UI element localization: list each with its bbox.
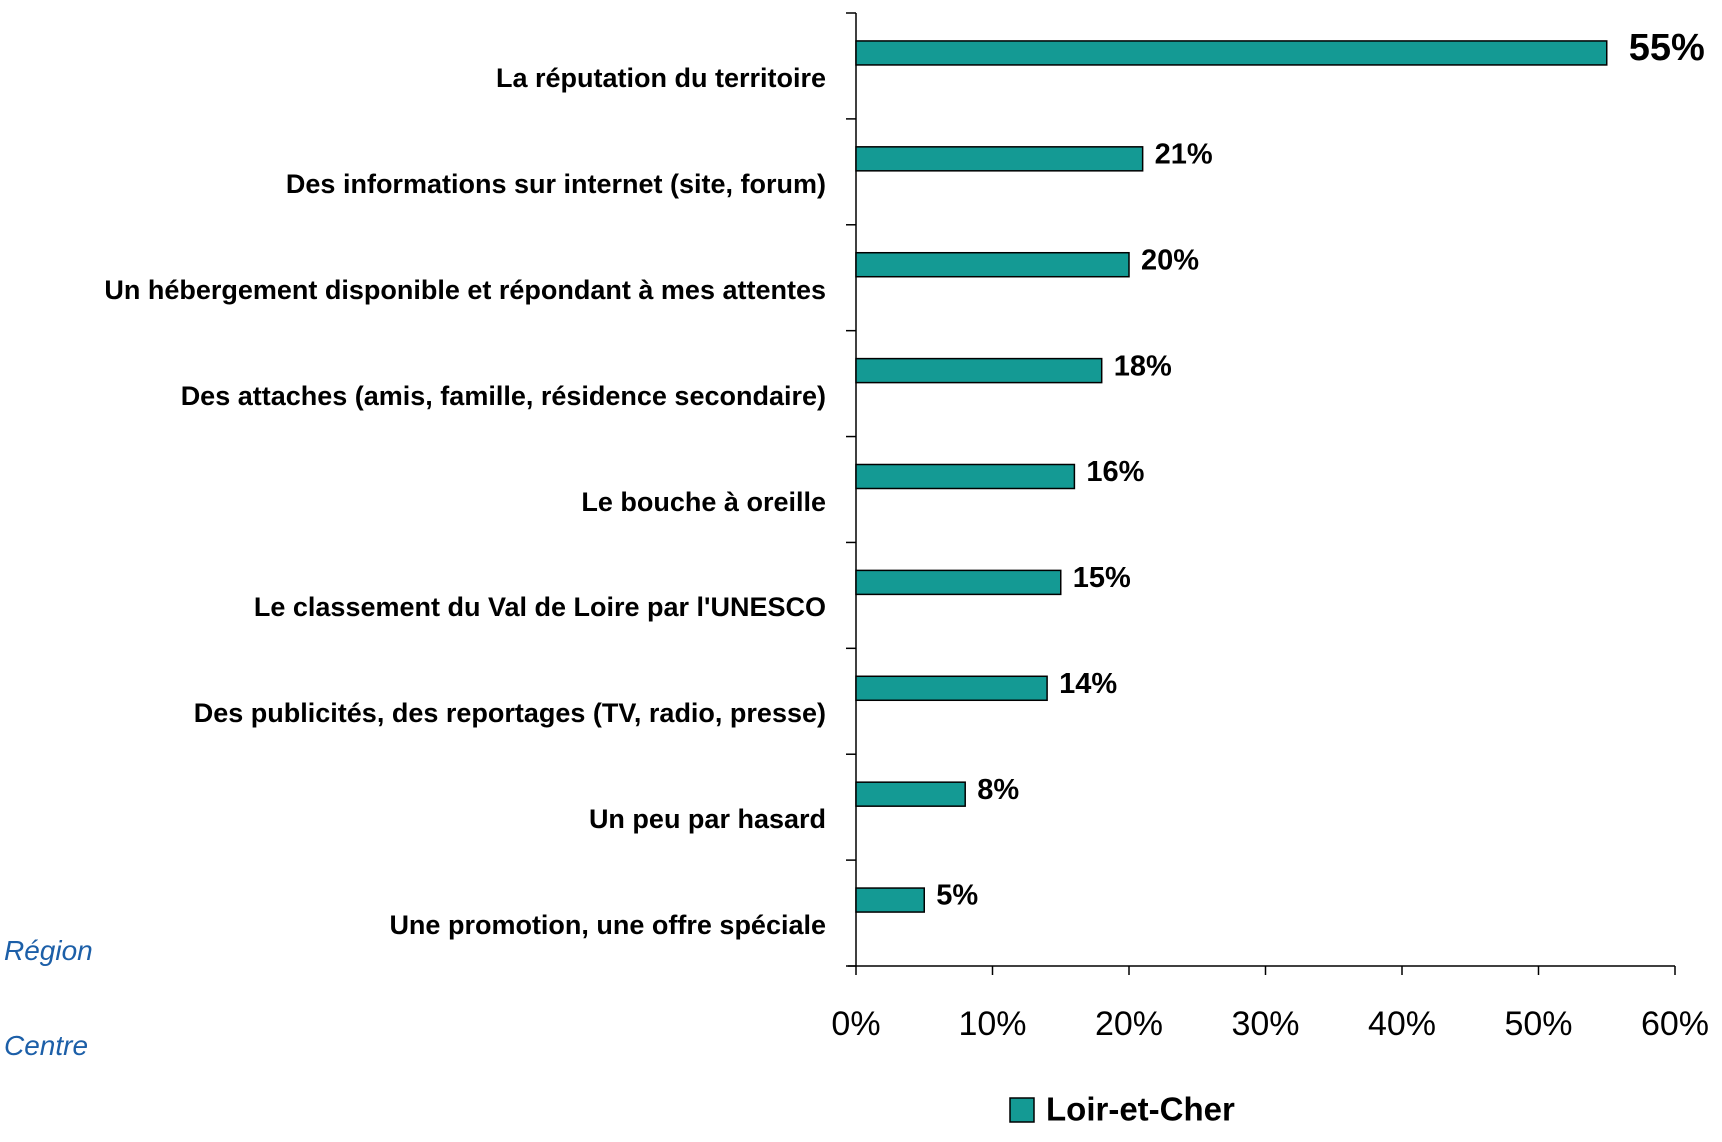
value-label: 14%: [1059, 668, 1117, 700]
category-label: Un hébergement disponible et répondant à…: [104, 274, 826, 305]
category-label: Une promotion, une offre spéciale: [389, 910, 826, 941]
value-label: 21%: [1155, 138, 1213, 170]
bar: [855, 251, 1130, 278]
category-label: La réputation du territoire: [495, 62, 826, 93]
x-tick-label: 10%: [958, 1005, 1026, 1043]
x-tick-label: 50%: [1504, 1005, 1572, 1043]
bar: [855, 146, 1144, 172]
value-label: 8%: [977, 774, 1019, 806]
bar: [855, 781, 966, 807]
value-label: 55%: [1629, 27, 1705, 69]
category-label: Des attaches (amis, famille, résidence s…: [180, 380, 826, 411]
x-tick-label: 20%: [1095, 1005, 1163, 1043]
x-tick-label: 0%: [831, 1005, 880, 1043]
bar: [855, 887, 925, 913]
value-label: 18%: [1114, 350, 1172, 382]
bar: [855, 357, 1103, 384]
category-label: Des publicités, des reportages (TV, radi…: [193, 698, 826, 729]
bar: [855, 463, 1076, 490]
logo-text: Centre: [4, 1030, 89, 1061]
category-label: Des informations sur internet (site, for…: [285, 168, 826, 199]
value-label: 16%: [1086, 456, 1144, 488]
x-tick-label: 40%: [1368, 1005, 1436, 1043]
bar: [855, 675, 1048, 702]
value-label: 5%: [936, 880, 978, 912]
category-label: Le classement du Val de Loire par l'UNES…: [253, 592, 826, 623]
value-label: 15%: [1073, 562, 1131, 594]
x-tick-label: 60%: [1641, 1005, 1709, 1043]
value-label: 20%: [1141, 244, 1199, 276]
category-label: Le bouche à oreille: [581, 486, 826, 517]
legend-label: Loir-et-Cher: [1046, 1091, 1235, 1128]
bar: [855, 40, 1608, 66]
category-label: Un peu par hasard: [588, 804, 826, 835]
x-tick-label: 30%: [1231, 1005, 1299, 1043]
legend-swatch: [1009, 1097, 1035, 1123]
logo-text: Région: [4, 935, 93, 966]
bar: [855, 569, 1062, 596]
